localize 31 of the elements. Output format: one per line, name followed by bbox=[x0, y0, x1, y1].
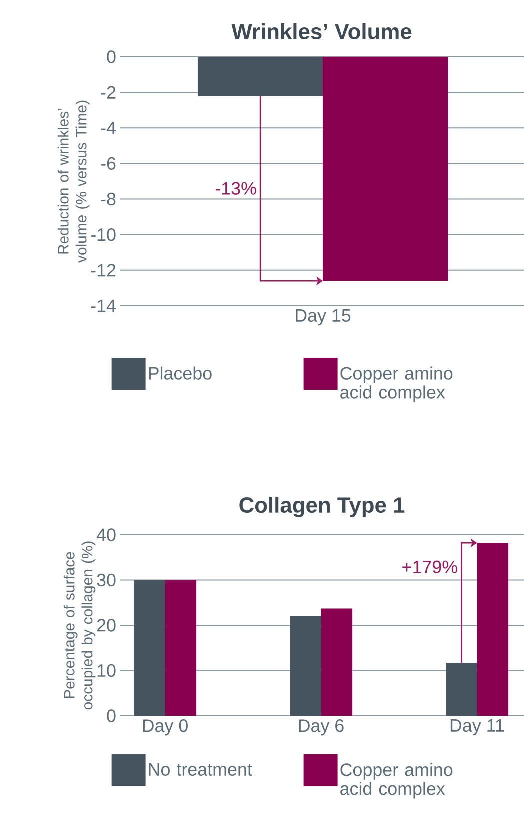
legend-label: No treatment bbox=[149, 763, 252, 776]
legend-label: Copper amino acid complex bbox=[340, 366, 452, 402]
y-tick-label: -2 bbox=[101, 86, 116, 99]
legend-label: Copper amino acid complex bbox=[340, 763, 452, 799]
y-tick-label: 10 bbox=[98, 664, 116, 678]
legend-label: Placebo bbox=[149, 366, 212, 380]
y-tick-label: 0 bbox=[106, 710, 116, 722]
bar bbox=[164, 580, 196, 716]
y-tick-label: -4 bbox=[101, 122, 116, 134]
x-tick-label: Day 6 bbox=[299, 720, 344, 736]
y-tick-label: -6 bbox=[101, 157, 116, 170]
x-tick-label: Day 0 bbox=[143, 720, 188, 736]
annotation: -13% bbox=[216, 182, 256, 195]
bar bbox=[320, 608, 352, 716]
y-tick-label: 20 bbox=[97, 619, 116, 632]
chart-title: Wrinkles’ Volume bbox=[231, 23, 412, 40]
y-tick-label: -8 bbox=[101, 192, 116, 206]
y-tick-label: -12 bbox=[91, 264, 116, 277]
y-tick-label: 0 bbox=[106, 50, 116, 64]
annotation: +179% bbox=[402, 560, 458, 574]
y-tick-label: -10 bbox=[91, 228, 116, 242]
chart-title: Collagen Type 1 bbox=[239, 496, 404, 518]
x-tick-label: Day 15 bbox=[296, 310, 350, 326]
bar bbox=[134, 580, 165, 716]
y-tick-label: 40 bbox=[96, 528, 116, 542]
x-tick-label: Day 11 bbox=[450, 720, 504, 736]
y-tick-label: -14 bbox=[91, 300, 116, 312]
y-axis-title: Reduction of wrinkles’ volume (% versus Time) bbox=[58, 100, 90, 263]
bar bbox=[290, 616, 321, 716]
y-axis-title: Percentage of surface occupied by collagen (%) bbox=[64, 542, 96, 710]
y-tick-label: 30 bbox=[96, 574, 116, 587]
